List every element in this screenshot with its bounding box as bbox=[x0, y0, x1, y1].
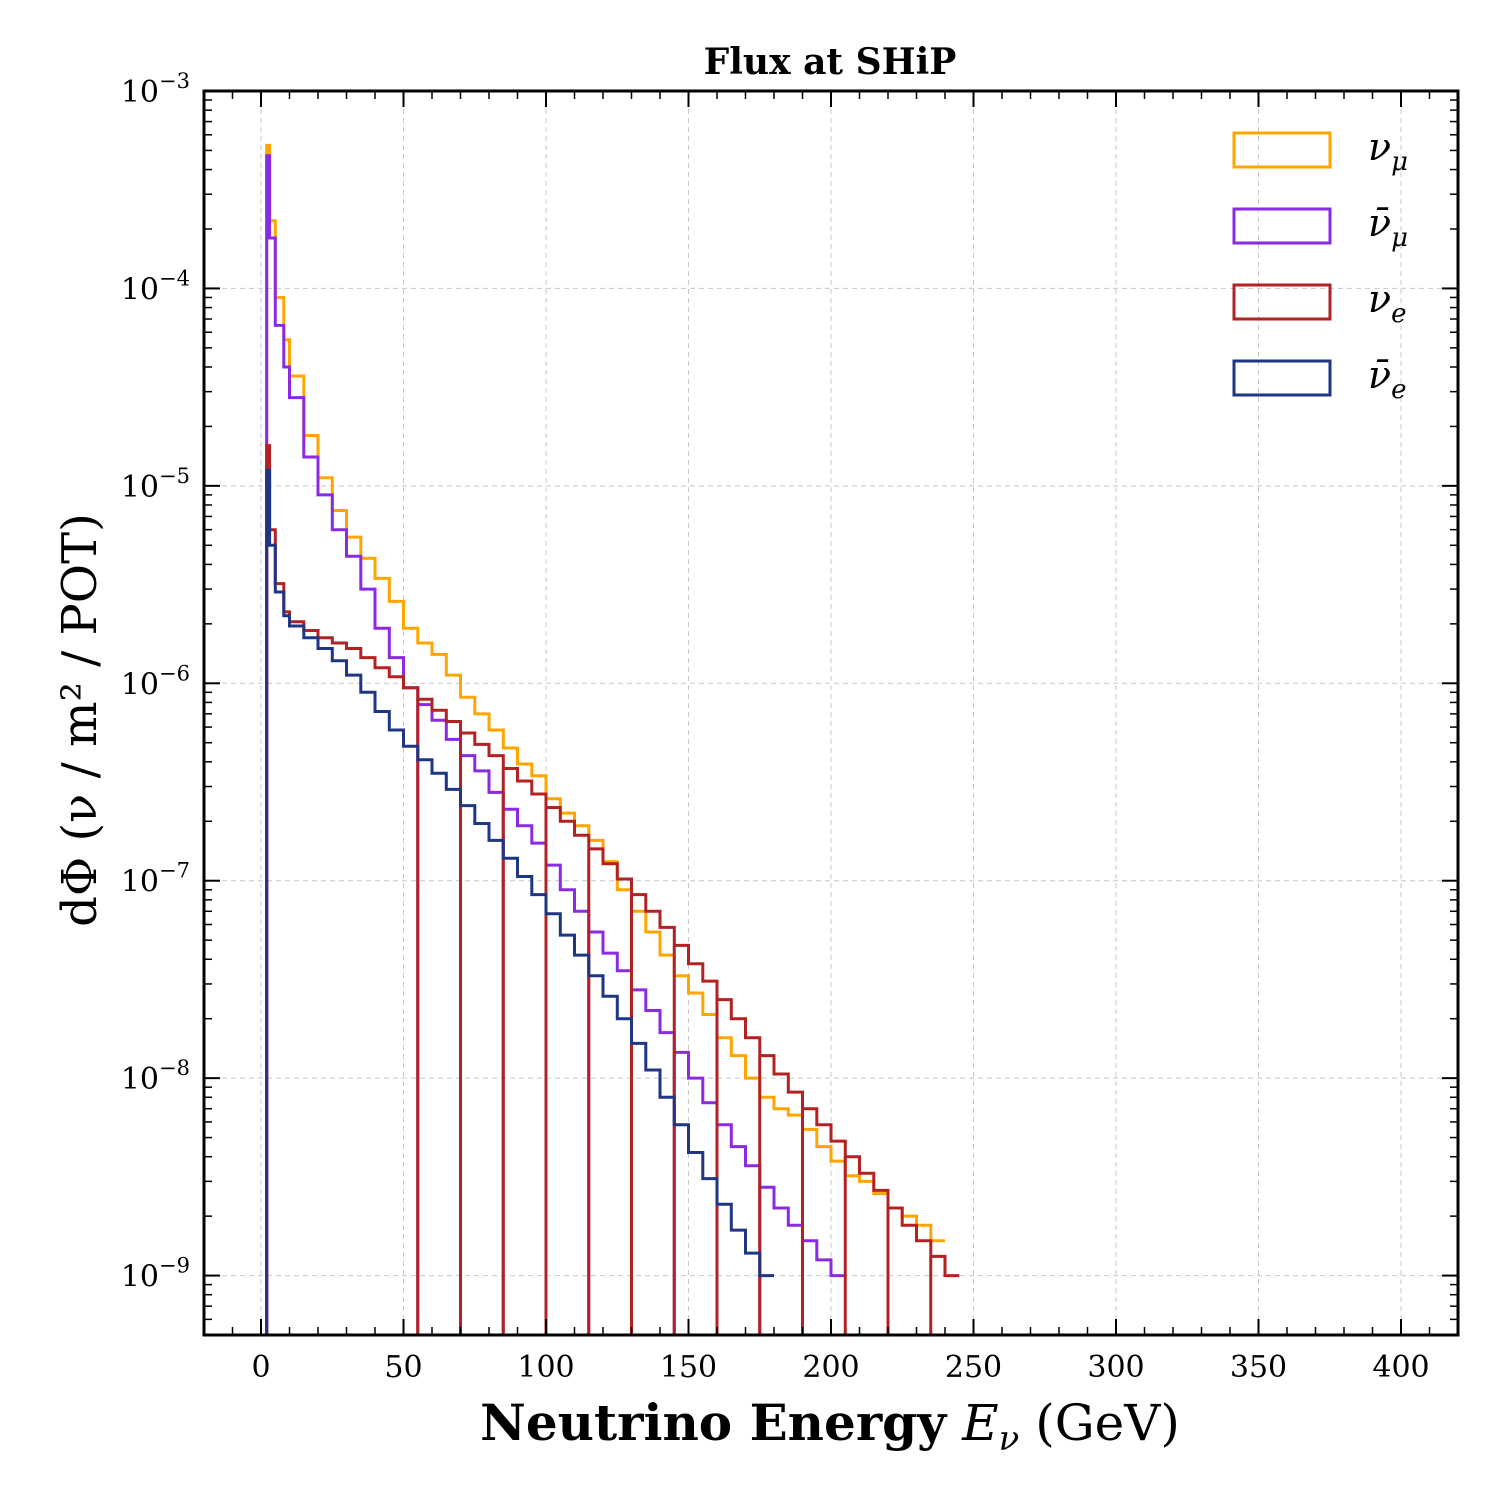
legend-swatch bbox=[1232, 359, 1332, 397]
y-tick-label: 10−9 bbox=[121, 1254, 190, 1295]
y-tick-label: 10−7 bbox=[121, 859, 190, 900]
x-axis-label: Neutrino Energy Eν (GeV) bbox=[480, 1393, 1180, 1462]
x-tick-label: 50 bbox=[384, 1350, 422, 1385]
x-tick-label: 400 bbox=[1372, 1350, 1429, 1385]
legend-label: ν̄e bbox=[1368, 353, 1407, 405]
x-tick-label: 250 bbox=[945, 1350, 1002, 1385]
y-tick-label: 10−3 bbox=[121, 69, 190, 110]
legend-swatch bbox=[1232, 283, 1332, 321]
y-tick-label: 10−5 bbox=[121, 464, 190, 505]
grid-lines bbox=[204, 90, 1458, 1335]
series-1-line bbox=[265, 154, 846, 1335]
legend-label: νe bbox=[1368, 277, 1407, 329]
legend-swatch bbox=[1232, 207, 1332, 245]
x-tick-label: 100 bbox=[517, 1350, 574, 1385]
legend-swatch bbox=[1232, 131, 1332, 169]
axes-layer bbox=[202, 89, 1460, 1337]
legend-label: ν̄μ bbox=[1368, 201, 1408, 253]
x-tick-label: 150 bbox=[660, 1350, 717, 1385]
series-0-line bbox=[265, 143, 945, 1335]
y-tick-label: 10−4 bbox=[121, 266, 190, 307]
chart-title: Flux at SHiP bbox=[704, 41, 957, 83]
legend: νμ ν̄μ νe ν̄e bbox=[1232, 125, 1408, 405]
plot-frame bbox=[202, 89, 1460, 1337]
series-2 bbox=[265, 444, 960, 1335]
series-2-line bbox=[265, 444, 960, 1335]
legend-label: νμ bbox=[1368, 125, 1408, 177]
series-layer bbox=[265, 143, 960, 1335]
x-tick-label: 350 bbox=[1230, 1350, 1287, 1385]
y-axis-label: dΦ (ν / m² / POT) bbox=[52, 513, 108, 927]
y-tick-label: 10−8 bbox=[121, 1056, 190, 1097]
x-tick-label: 200 bbox=[802, 1350, 859, 1385]
series-0 bbox=[265, 143, 945, 1335]
x-tick-label: 0 bbox=[251, 1350, 270, 1385]
series-3 bbox=[265, 468, 774, 1335]
series-3-line bbox=[265, 468, 774, 1335]
y-tick-labels: 10−3 10−4 10−5 10−6 10−7 10−8 10−9 bbox=[121, 69, 190, 1295]
x-tick-labels: 0 50 100 150 200 250 300 350 400 bbox=[251, 1350, 1429, 1385]
y-tick-label: 10−6 bbox=[121, 661, 190, 702]
x-tick-label: 300 bbox=[1087, 1350, 1144, 1385]
